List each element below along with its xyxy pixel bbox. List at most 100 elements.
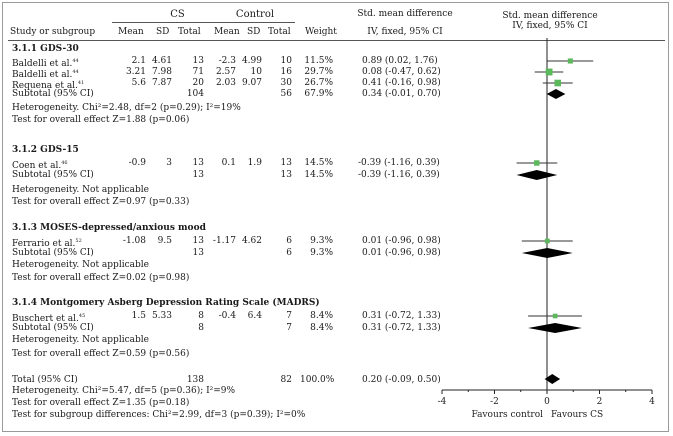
ci: 0.01 (-0.96, 0.98) <box>362 236 441 246</box>
ct-sd: 4.99 <box>241 56 262 66</box>
subgroup-title: 3.1.2 GDS-15 <box>12 145 79 155</box>
cs-total: 13 <box>192 248 204 258</box>
cs-mean: -1.08 <box>122 236 146 246</box>
total-label: Total (95% CI) <box>12 375 78 385</box>
cs-mean: 1.5 <box>131 311 146 321</box>
study-point <box>544 238 550 244</box>
ct-mean: 0.1 <box>221 158 236 168</box>
study-name: Baldelli et al.44 <box>12 58 79 69</box>
x-tick-label: -4 <box>438 397 447 407</box>
study-point <box>567 58 573 64</box>
weight: 9.3% <box>310 236 333 246</box>
x-tick-label: 4 <box>649 397 655 407</box>
study-point <box>545 68 553 76</box>
x-tick-label: 0 <box>544 397 550 407</box>
ci: 0.89 (0.02, 1.76) <box>362 56 438 66</box>
cs-sd: 7.98 <box>151 67 172 77</box>
cs-total: 13 <box>192 56 204 66</box>
cs-total: 13 <box>192 236 204 246</box>
heterogeneity-text: Heterogeneity. Not applicable <box>12 335 149 345</box>
pooled-diamond <box>528 323 582 333</box>
ct-sd: 6.4 <box>247 311 262 321</box>
study-name: Requena et al.41 <box>12 80 85 91</box>
weight: 9.3% <box>310 248 333 258</box>
plot-subtitle: IV, fixed, 95% CI <box>512 21 588 31</box>
overall-effect-text: Test for overall effect Z=0.02 (p=0.98) <box>12 273 190 283</box>
weight: 8.4% <box>310 323 333 333</box>
weight: 67.9% <box>304 89 333 99</box>
ct-total: 13 <box>280 170 292 180</box>
ci: 0.31 (-0.72, 1.33) <box>362 323 441 333</box>
plot-title: Std. mean difference <box>502 11 598 21</box>
ct-total: 6 <box>286 236 292 246</box>
weight: 14.5% <box>304 158 333 168</box>
study-name: Coen et al.46 <box>12 160 68 171</box>
ct-mean: -2.3 <box>218 56 236 66</box>
cs-total: 104 <box>186 89 204 99</box>
pooled-diamond <box>544 374 561 384</box>
total-overall-effect-text: Test for overall effect Z=1.35 (p=0.18) <box>12 398 190 408</box>
weight: 14.5% <box>304 170 333 180</box>
header-bottom-rule <box>8 40 665 41</box>
study-point <box>534 160 540 166</box>
cs-total: 138 <box>186 375 204 385</box>
cs-total: 8 <box>198 323 204 333</box>
cs-sd: 4.61 <box>151 56 172 66</box>
cs-sd: 5.33 <box>151 311 172 321</box>
study-col-header: Study or subgroup <box>10 27 96 37</box>
control-group-header: Control <box>235 9 275 20</box>
ct-total: 7 <box>286 311 292 321</box>
ct-total: 13 <box>280 158 292 168</box>
ct-total: 16 <box>280 67 292 77</box>
subgroup-title: 3.1.3 MOSES-depressed/anxious mood <box>12 223 206 233</box>
ci: -0.39 (-1.16, 0.39) <box>358 170 440 180</box>
weight: 100.0% <box>300 375 335 385</box>
favours-cs-label: Favours CS <box>551 410 603 420</box>
subgroup-title: 3.1.1 GDS-30 <box>12 44 79 54</box>
heterogeneity-text: Heterogeneity. Not applicable <box>12 185 149 195</box>
subtotal-label: Subtotal (95% CI) <box>12 323 94 333</box>
overall-effect-text: Test for overall effect Z=0.97 (p=0.33) <box>12 197 190 207</box>
ct-mean: -0.4 <box>218 311 236 321</box>
pooled-diamond <box>516 170 558 180</box>
cs-sd: 9.5 <box>157 236 172 246</box>
ct-mean: -1.17 <box>212 236 236 246</box>
ct-total-col-header: Total <box>268 27 291 37</box>
x-tick-label: 2 <box>597 397 603 407</box>
cs-total: 13 <box>192 158 204 168</box>
subtotal-label: Subtotal (95% CI) <box>12 248 94 258</box>
ct-total: 7 <box>286 323 292 333</box>
weight: 29.7% <box>304 67 333 77</box>
smd-header: Std. mean difference <box>357 9 453 19</box>
weight-col-header: Weight <box>305 27 337 37</box>
weight: 8.4% <box>310 311 333 321</box>
ct-sd: 4.62 <box>241 236 262 246</box>
heterogeneity-text: Heterogeneity. Not applicable <box>12 260 149 270</box>
ct-sd: 9.07 <box>241 78 262 88</box>
subtotal-label: Subtotal (95% CI) <box>12 170 94 180</box>
ct-total: 56 <box>280 89 292 99</box>
cs-group-header: CS <box>170 9 185 20</box>
overall-effect-text: Test for overall effect Z=1.88 (p=0.06) <box>12 115 190 125</box>
pooled-diamond <box>546 89 566 99</box>
cs-mean: 5.6 <box>131 78 146 88</box>
cs-sd: 7.87 <box>151 78 172 88</box>
ct-total: 82 <box>280 375 292 385</box>
ci: 0.31 (-0.72, 1.33) <box>362 311 441 321</box>
ci: 0.34 (-0.01, 0.70) <box>362 89 441 99</box>
cs-mean: 2.1 <box>131 56 146 66</box>
ct-mean: 2.03 <box>215 78 236 88</box>
cs-total: 13 <box>192 170 204 180</box>
heterogeneity-text: Heterogeneity. Chi²=2.48, df=2 (p=0.29);… <box>12 103 241 113</box>
ci: 0.20 (-0.09, 0.50) <box>362 375 441 385</box>
total-heterogeneity-text: Heterogeneity. Chi²=5.47, df=5 (p=0.36);… <box>12 386 236 396</box>
ci: 0.41 (-0.16, 0.98) <box>362 78 441 88</box>
cs-total: 20 <box>192 78 204 88</box>
ct-total: 6 <box>286 248 292 258</box>
subtotal-label: Subtotal (95% CI) <box>12 89 94 99</box>
ci: -0.39 (-1.16, 0.39) <box>358 158 440 168</box>
control-header-rule <box>205 22 295 23</box>
ct-mean-col-header: Mean <box>214 27 240 37</box>
